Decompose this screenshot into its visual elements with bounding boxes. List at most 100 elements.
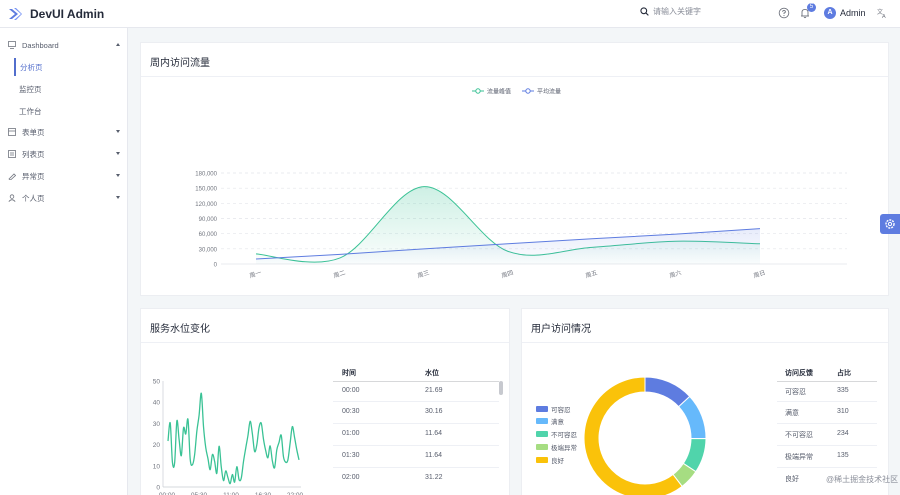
table-header: 时间	[342, 370, 356, 377]
series-line	[167, 392, 300, 485]
card-title: 周内访问流量	[150, 58, 210, 69]
legend-item[interactable]: 不可容忍	[536, 429, 577, 439]
x-tick-label: 周五	[585, 269, 599, 279]
table-row-divider	[777, 467, 877, 468]
chevron-down-icon	[116, 152, 120, 155]
pie-slice[interactable]	[583, 376, 683, 495]
notification-bell-icon[interactable]	[799, 7, 811, 19]
y-tick-label: 30,000	[199, 247, 218, 253]
legend-swatch	[536, 444, 548, 450]
user-icon	[8, 194, 16, 202]
help-icon[interactable]	[778, 7, 790, 19]
table-cell: 21.69	[425, 387, 443, 394]
sidebar-item-exception[interactable]: 异常页	[0, 167, 128, 185]
card-divider	[141, 76, 888, 77]
language-switch-icon[interactable]: 文 A	[876, 7, 888, 19]
x-tick-label: 周二	[333, 269, 347, 279]
x-tick-label: 11:00	[223, 492, 239, 495]
table-row-divider	[333, 401, 499, 402]
sidebar-item-label: Dashboard	[22, 40, 59, 50]
y-tick-label: 40	[153, 400, 161, 407]
table-cell: 满意	[785, 410, 799, 417]
sidebar-subitem-workbench[interactable]: 工作台	[19, 106, 42, 116]
table-cell: 335	[837, 387, 849, 394]
y-tick-label: 180,000	[195, 172, 217, 178]
legend-item[interactable]: 满意	[536, 416, 564, 426]
user-menu[interactable]: A Admin	[824, 7, 866, 19]
search-icon[interactable]	[640, 7, 649, 16]
user-visit-card: 用户访问情况 可容忍 满意 不可容忍 极端异常 良好 访问反馈 占比 可容忍 3…	[521, 308, 889, 495]
search-box[interactable]	[640, 7, 763, 16]
y-tick-label: 60,000	[199, 232, 218, 238]
sidebar: Dashboard 分析页 监控页 工作台 表单页 列表页 异常页 个人页	[0, 28, 128, 495]
svg-text:文: 文	[877, 8, 883, 16]
table-cell: 不可容忍	[785, 432, 813, 439]
app-logo[interactable]: DevUI Admin	[8, 7, 104, 21]
card-divider	[522, 342, 888, 343]
table-header: 访问反馈	[785, 370, 813, 377]
legend-swatch	[536, 431, 548, 437]
visit-table: 访问反馈 占比 可容忍 335 满意 310 不可容忍 234 极端异常 135…	[777, 359, 887, 495]
legend-label[interactable]: 平均流量	[537, 87, 561, 95]
y-tick-label: 30	[153, 421, 161, 428]
legend-marker	[475, 88, 481, 94]
x-tick-label: 周日	[753, 269, 767, 279]
legend-item[interactable]: 良好	[536, 455, 564, 465]
x-tick-label: 周三	[417, 269, 431, 279]
x-tick-label: 16:30	[255, 492, 272, 495]
legend-item[interactable]: 可容忍	[536, 404, 571, 414]
y-tick-label: 0	[214, 263, 218, 269]
y-tick-label: 50	[153, 379, 161, 386]
table-cell: 234	[837, 430, 849, 437]
table-header: 占比	[837, 370, 851, 377]
legend-swatch	[536, 418, 548, 424]
legend-label: 不可容忍	[551, 432, 577, 439]
sidebar-item-dashboard[interactable]: Dashboard	[0, 36, 128, 54]
legend-label: 极端异常	[551, 445, 577, 452]
table-cell: 30.16	[425, 408, 443, 415]
avatar: A	[824, 7, 836, 19]
sidebar-item-label: 列表页	[22, 149, 45, 159]
table-scrollbar[interactable]	[499, 381, 503, 395]
series-area	[256, 228, 760, 264]
table-row-divider	[333, 467, 499, 468]
chevron-down-icon	[116, 174, 120, 177]
card-divider	[141, 342, 509, 343]
dashboard-icon	[8, 41, 16, 49]
chevron-up-icon	[116, 43, 120, 46]
legend-label: 良好	[551, 458, 564, 465]
list-icon	[8, 150, 16, 158]
y-tick-label: 120,000	[195, 202, 217, 208]
y-tick-label: 10	[153, 463, 161, 470]
search-input[interactable]	[653, 7, 763, 16]
water-level-chart: 0 10 20 30 40 50 00:00 05:30 11:00 16:30 22:00	[153, 379, 304, 495]
x-tick-label: 00:00	[159, 492, 176, 495]
sidebar-item-form[interactable]: 表单页	[0, 123, 128, 141]
table-cell: 00:00	[342, 387, 360, 394]
legend-label[interactable]: 流量峰值	[487, 87, 511, 95]
settings-float-button[interactable]	[880, 214, 900, 234]
legend-item[interactable]: 极端异常	[536, 442, 577, 452]
table-cell: 可容忍	[785, 389, 806, 396]
pie-slice[interactable]	[677, 395, 707, 440]
y-tick-label: 0	[156, 485, 160, 492]
table-cell: 31.22	[425, 474, 443, 481]
table-row-divider	[777, 401, 877, 402]
water-table: 时间 水位 00:00 21.69 00:30 30.16 01:00 11.6…	[333, 359, 503, 495]
exception-icon	[8, 173, 16, 180]
sidebar-item-list[interactable]: 列表页	[0, 145, 128, 163]
legend-label: 可容忍	[551, 407, 571, 414]
sidebar-subitem-analysis[interactable]: 分析页	[14, 58, 128, 76]
x-tick-label: 周六	[668, 268, 682, 279]
chevron-down-icon	[116, 130, 120, 133]
user-name: Admin	[840, 8, 866, 18]
x-tick-label: 05:30	[191, 492, 208, 495]
gear-icon	[885, 219, 895, 229]
app-title: DevUI Admin	[30, 6, 105, 21]
devui-logo-icon	[9, 7, 22, 20]
legend-swatch	[536, 457, 548, 463]
sidebar-item-personal[interactable]: 个人页	[0, 189, 128, 207]
sidebar-item-label: 表单页	[22, 127, 45, 137]
sidebar-subitem-monitor[interactable]: 监控页	[19, 84, 42, 94]
table-row-divider	[333, 445, 499, 446]
